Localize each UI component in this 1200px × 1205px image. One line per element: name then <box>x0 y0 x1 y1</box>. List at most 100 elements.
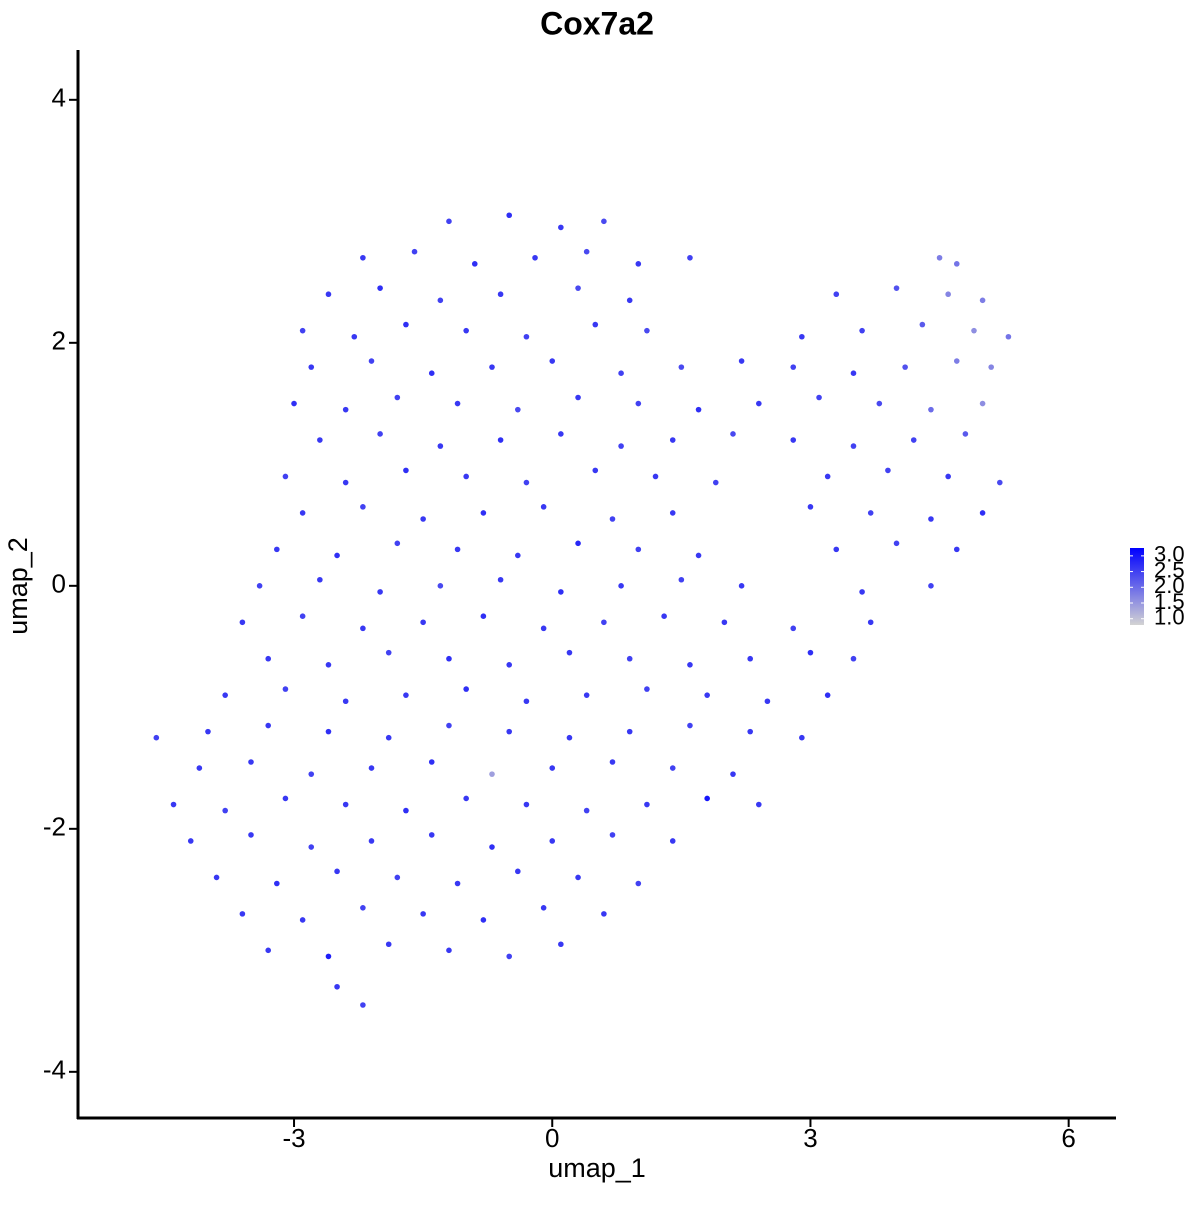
cell-point <box>454 400 461 407</box>
cell-point <box>291 400 297 407</box>
cell-point <box>454 880 461 887</box>
cell-point <box>575 285 581 291</box>
cell-point <box>334 552 340 559</box>
cell-point <box>489 771 495 777</box>
cell-point <box>446 218 452 225</box>
cell-point <box>626 655 633 662</box>
cell-point <box>385 649 392 656</box>
cell-point <box>919 321 926 328</box>
cell-point <box>635 880 642 887</box>
cell-point <box>953 546 960 553</box>
cell-point <box>446 947 452 954</box>
cell-point <box>282 795 289 802</box>
cell-point <box>506 661 513 668</box>
colorbar-tick-label: 2.5 <box>1154 557 1185 582</box>
cell-point <box>558 431 564 437</box>
cell-point <box>945 473 951 480</box>
cell-point <box>928 516 934 522</box>
cell-point <box>687 254 693 261</box>
cell-point <box>558 589 564 595</box>
cell-point <box>403 321 409 328</box>
cell-point <box>523 479 530 486</box>
cell-point <box>515 406 521 413</box>
cell-point <box>644 327 650 334</box>
cell-point <box>428 370 435 376</box>
cell-point <box>497 291 504 298</box>
cell-point <box>644 801 650 808</box>
cell-point <box>799 734 805 741</box>
cell-point <box>446 722 452 729</box>
y-tick-label: -2 <box>43 812 66 842</box>
cell-point <box>506 728 513 735</box>
cell-point <box>695 552 702 559</box>
cell-point <box>282 686 289 692</box>
y-tick-label: -4 <box>43 1055 66 1085</box>
cell-point <box>738 583 745 589</box>
cell-point <box>428 832 435 838</box>
cell-point <box>523 801 530 808</box>
cell-point <box>807 504 814 510</box>
cell-point <box>351 333 358 340</box>
cell-point <box>420 911 426 917</box>
cell-point <box>575 394 581 401</box>
cell-point <box>790 364 797 370</box>
cell-point <box>747 655 754 662</box>
cell-point <box>549 838 556 844</box>
y-tick-label: 2 <box>52 326 66 356</box>
cell-point <box>635 400 642 407</box>
cell-point <box>945 291 951 298</box>
cell-point <box>790 437 797 443</box>
cell-point <box>489 364 495 370</box>
cell-point <box>308 771 315 777</box>
cell-point <box>497 437 504 443</box>
cell-point <box>549 358 556 364</box>
cell-point <box>428 759 435 765</box>
cell-point <box>317 437 323 443</box>
cell-point <box>463 795 469 802</box>
cell-point <box>583 248 590 255</box>
cell-point <box>850 370 857 376</box>
cell-point <box>730 431 736 437</box>
cell-point <box>394 394 401 401</box>
cell-point <box>325 661 332 668</box>
cell-point <box>403 692 409 698</box>
cell-point <box>480 917 487 923</box>
cell-point <box>360 625 366 632</box>
cell-point <box>867 510 874 516</box>
cell-point <box>859 327 865 334</box>
cell-point <box>368 358 375 364</box>
cell-point <box>515 868 521 875</box>
cell-point <box>377 431 383 437</box>
cell-point <box>876 400 883 407</box>
cell-point <box>652 473 659 480</box>
cell-point <box>325 953 332 960</box>
cell-point <box>807 649 814 656</box>
cell-point <box>730 771 736 777</box>
cell-point <box>609 516 616 522</box>
cell-point <box>799 333 805 340</box>
cell-point <box>299 327 306 334</box>
cell-point <box>721 619 728 626</box>
x-tick-label: 3 <box>803 1123 817 1153</box>
colorbar-tick-label: 1.0 <box>1154 605 1185 630</box>
colorbar-tick-label: 2.0 <box>1154 573 1185 598</box>
cell-point <box>962 431 969 437</box>
cell-point <box>360 905 366 911</box>
cell-point <box>540 504 547 510</box>
cell-point <box>342 406 349 413</box>
cell-point <box>1005 333 1012 340</box>
cell-point <box>618 583 624 589</box>
cell-point <box>678 364 685 370</box>
cell-point <box>274 880 280 887</box>
cell-point <box>299 613 306 619</box>
cell-point <box>609 832 616 838</box>
cell-point <box>265 947 272 954</box>
cell-point <box>213 874 220 881</box>
cell-point <box>471 261 478 267</box>
cell-point <box>420 619 426 626</box>
cell-point <box>626 297 633 304</box>
cell-point <box>454 546 461 553</box>
cell-point <box>867 619 874 626</box>
cell-point <box>480 613 487 619</box>
